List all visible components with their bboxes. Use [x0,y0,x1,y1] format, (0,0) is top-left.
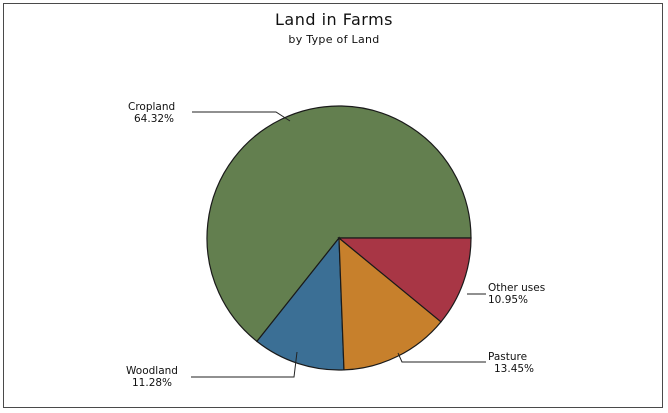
pie-slice-cropland [206,105,472,343]
chart-subtitle: by Type of Land [288,33,380,46]
leader-line-woodland [191,351,298,378]
slice-value-pasture: 13.45% [494,363,534,375]
slice-label-woodland: Woodland [126,365,178,377]
leader-line-pasture [397,352,486,363]
slice-label-cropland: Cropland [128,101,175,113]
slice-label-pasture: Pasture [488,351,527,363]
label-leaders [191,111,486,378]
slice-label-other-uses: Other uses [488,282,545,294]
pie-slice-other-uses [337,237,472,323]
leader-line-cropland [192,111,291,122]
pie-slices [206,105,472,371]
pie-slice-woodland [256,236,345,371]
slice-value-woodland: 11.28% [132,377,172,389]
slice-value-other-uses: 10.95% [488,294,528,306]
chart-title: Land in Farms [274,10,394,29]
pie-slice-pasture [338,236,442,371]
slice-value-cropland: 64.32% [134,113,174,125]
